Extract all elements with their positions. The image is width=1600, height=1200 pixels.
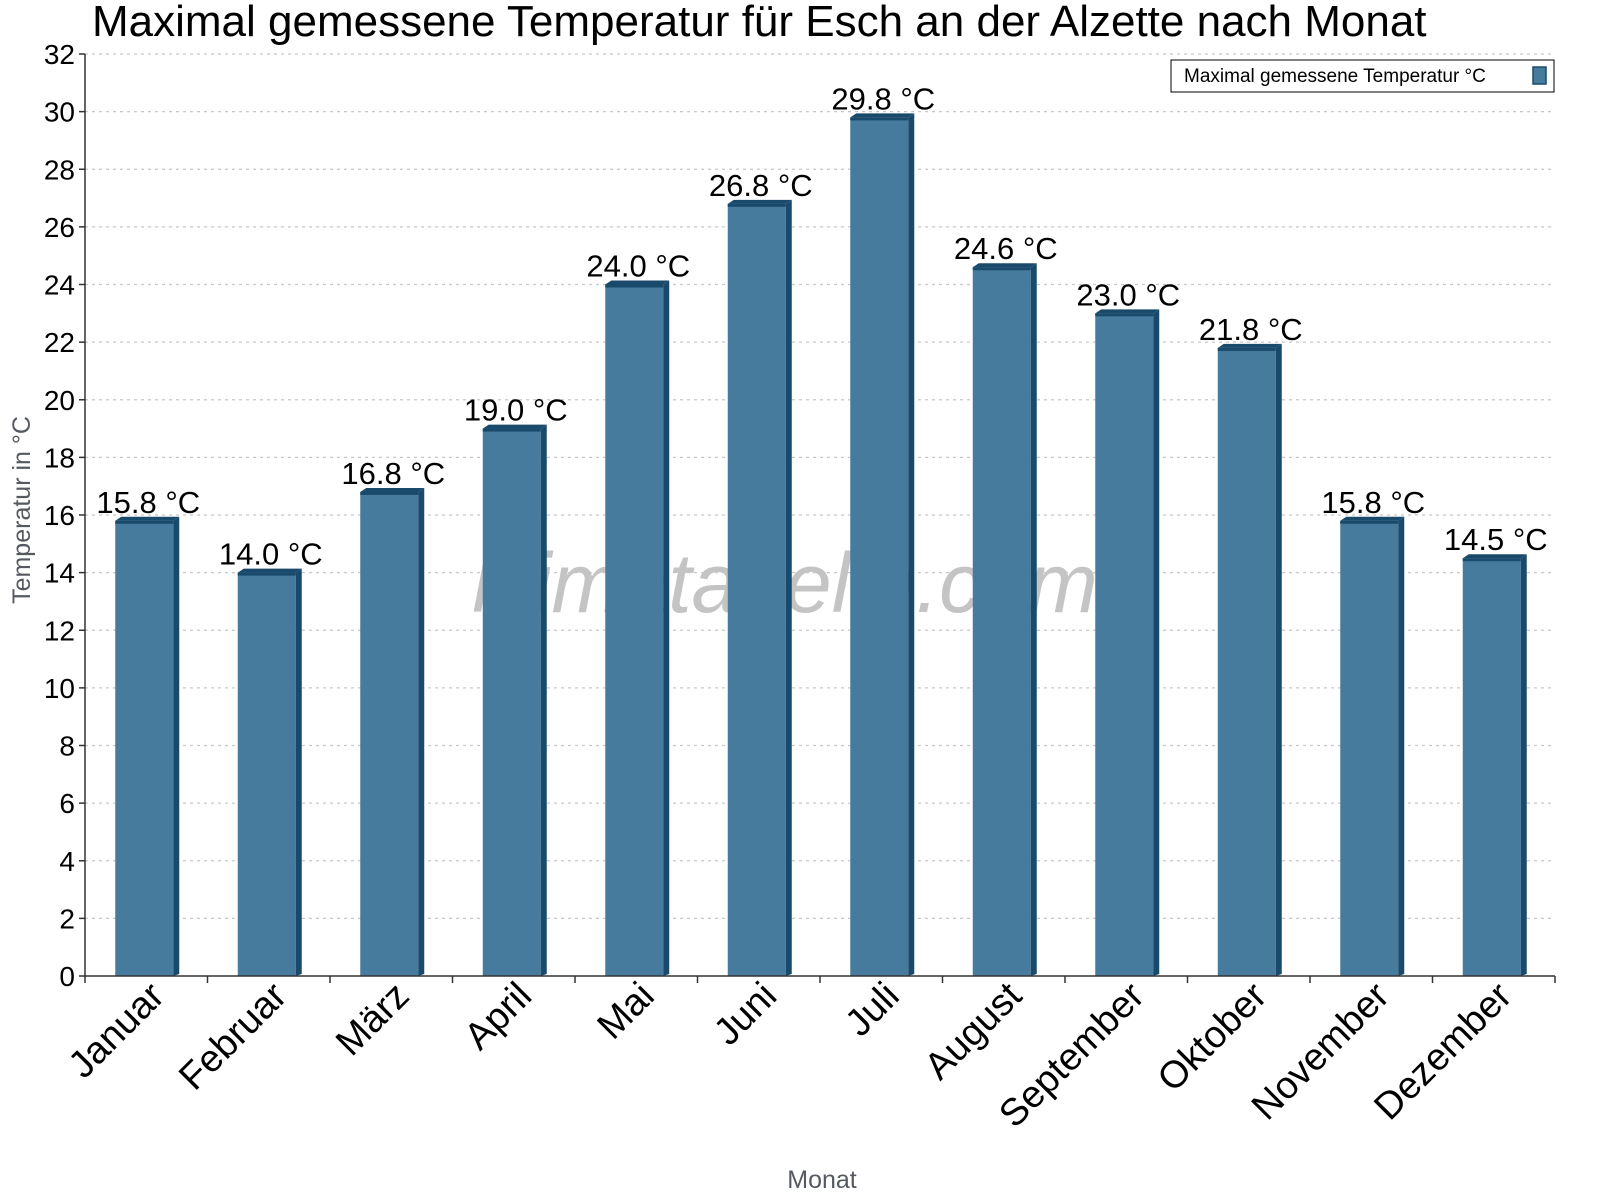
data-label: 14.0 °C — [219, 537, 323, 572]
bar-top — [1462, 554, 1527, 559]
bar-side — [295, 568, 302, 976]
bar — [360, 491, 419, 976]
bar-side — [1520, 554, 1527, 976]
bar-top-edge — [972, 267, 1031, 271]
bars — [115, 113, 1527, 976]
bar-top-edge — [482, 428, 541, 432]
data-label: 24.6 °C — [954, 231, 1058, 266]
x-tick-label: Juli — [838, 975, 908, 1045]
y-tick-label: 28 — [44, 154, 75, 185]
y-tick-label: 24 — [44, 270, 75, 301]
bar-top — [727, 199, 792, 204]
bar-top — [482, 424, 547, 429]
y-tick-label: 6 — [59, 788, 75, 819]
data-label: 21.8 °C — [1199, 312, 1303, 347]
bar-top — [972, 263, 1037, 268]
bar-top-edge — [605, 284, 664, 288]
legend-box — [1170, 59, 1555, 93]
bar — [1217, 347, 1276, 976]
bar-top-edge — [115, 520, 174, 524]
data-label: 29.8 °C — [831, 81, 935, 116]
x-tick-label: Oktober — [1150, 974, 1276, 1100]
bar-top — [605, 280, 670, 285]
y-tick-label: 20 — [44, 385, 75, 416]
y-tick-label: 2 — [59, 903, 75, 934]
bar-top — [850, 113, 915, 118]
bar-side — [1398, 516, 1405, 976]
data-label: 14.5 °C — [1444, 522, 1548, 557]
y-tick-label: 4 — [59, 846, 75, 877]
y-tick-label: 30 — [44, 97, 75, 128]
y-tick-label: 22 — [44, 327, 75, 358]
bar — [1340, 520, 1399, 976]
data-label: 23.0 °C — [1076, 277, 1180, 312]
bar-top — [1217, 343, 1282, 348]
bar — [850, 117, 909, 976]
y-tick-label: 10 — [44, 673, 75, 704]
x-tick-label: Juni — [706, 975, 785, 1054]
bar-top-edge — [360, 491, 419, 495]
data-label: 24.0 °C — [586, 249, 690, 284]
y-tick-label: 12 — [44, 615, 75, 646]
y-tick-label: 8 — [59, 731, 75, 762]
legend-swatch — [1532, 66, 1547, 85]
x-tick-label: März — [328, 975, 417, 1064]
bar-side — [908, 113, 915, 976]
x-tick-label: April — [457, 975, 540, 1058]
bar — [237, 572, 296, 976]
bar-top-edge — [1462, 558, 1521, 562]
bar — [972, 267, 1031, 976]
y-tick-label: 18 — [44, 442, 75, 473]
y-tick-label: 32 — [44, 39, 75, 70]
x-tick-label: Februar — [171, 974, 295, 1098]
bar-top — [360, 487, 425, 492]
bar-top-edge — [727, 203, 786, 207]
bar — [482, 428, 541, 976]
data-label: 15.8 °C — [96, 485, 200, 520]
bar-side — [1153, 309, 1160, 976]
bar — [727, 203, 786, 976]
bar — [1095, 313, 1154, 976]
x-tick-label: Januar — [61, 974, 173, 1086]
legend: Maximal gemessene Temperatur °C — [1170, 59, 1555, 93]
bar-top-edge — [850, 117, 909, 121]
y-axis-title: Temperatur in °C — [8, 416, 36, 604]
bar-top-edge — [1217, 347, 1276, 351]
bar-side — [785, 199, 792, 976]
bar-top — [1095, 309, 1160, 314]
bar-top — [115, 516, 180, 521]
y-tick-label: 14 — [44, 558, 75, 589]
grid-lines — [85, 53, 1555, 919]
bar-top-edge — [1095, 313, 1154, 317]
bar-side — [663, 280, 670, 976]
bar-side — [1030, 263, 1037, 976]
data-label: 15.8 °C — [1321, 485, 1425, 520]
y-tick-label: 26 — [44, 212, 75, 243]
bar-top-edge — [237, 572, 296, 576]
bar-top — [237, 568, 302, 573]
data-label: 16.8 °C — [341, 456, 445, 491]
data-label: 19.0 °C — [464, 393, 568, 428]
bar — [605, 284, 664, 976]
x-axis-title: Monat — [787, 1166, 857, 1194]
bar-top-edge — [1340, 520, 1399, 524]
bar-top — [1340, 516, 1405, 521]
bar — [1462, 558, 1521, 976]
bar-side — [418, 487, 425, 976]
data-label: 26.8 °C — [709, 168, 813, 203]
bar-side — [173, 516, 180, 976]
bar — [115, 520, 174, 976]
bar-side — [1275, 343, 1282, 976]
legend-label: Maximal gemessene Temperatur °C — [1184, 66, 1486, 87]
data-labels: 15.8 °C 14.0 °C 16.8 °C 19.0 °C 24.0 °C 26.8 … — [96, 81, 1547, 571]
x-tick-label: August — [917, 974, 1031, 1088]
y-tick-label: 0 — [59, 961, 75, 992]
y-tick-label: 16 — [44, 500, 75, 531]
bar-side — [540, 424, 547, 976]
x-tick-label: Mai — [590, 975, 663, 1048]
chart-title: Maximal gemessene Temperatur für Esch an… — [92, 0, 1427, 46]
